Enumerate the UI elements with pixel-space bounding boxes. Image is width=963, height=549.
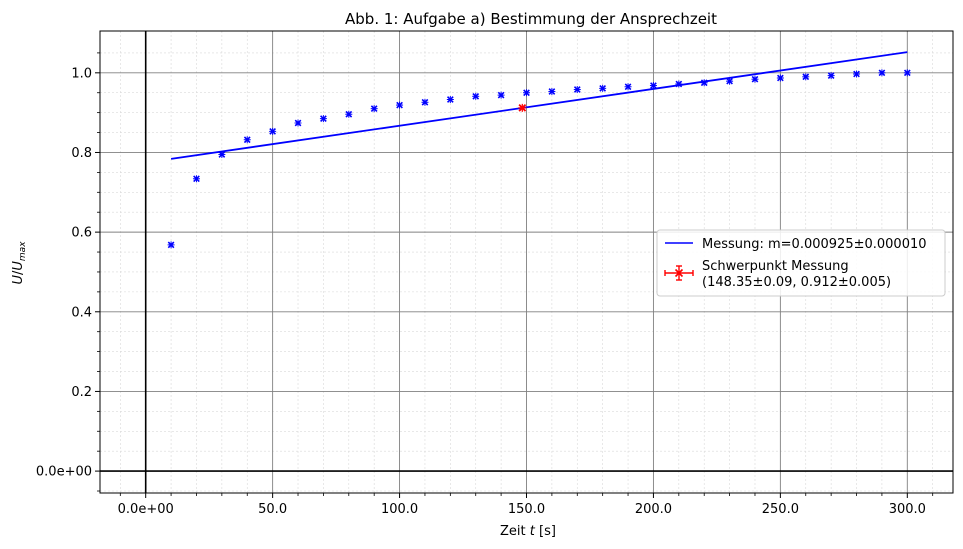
data-point (573, 86, 581, 94)
data-point-marker (345, 110, 353, 118)
data-point (396, 101, 404, 109)
data-point (370, 105, 378, 113)
data-point (269, 127, 277, 135)
data-point (421, 98, 429, 106)
data-point-marker (700, 79, 708, 87)
centroid-marker (518, 104, 527, 112)
legend-entry-fit: Messung: m=0.000925±0.000010 (702, 237, 927, 252)
fit-line-layer (170, 51, 908, 160)
data-point (903, 69, 911, 77)
data-point-marker (218, 151, 226, 158)
data-point-marker (269, 128, 276, 135)
data-point (853, 70, 861, 78)
x-tick-label: 100.0 (381, 502, 418, 517)
data-point-marker (777, 74, 784, 82)
x-tick-label: 0.0e+00 (118, 502, 174, 517)
y-tick-labels: 0.0e+00 0.2 0.4 0.6 0.8 1.0 (36, 66, 92, 479)
data-point (319, 115, 327, 123)
data-point (599, 84, 607, 92)
y-tick-label: 1.0 (71, 66, 92, 81)
data-point-marker (650, 82, 657, 89)
data-point (649, 82, 657, 90)
data-point (548, 88, 556, 96)
data-point-marker (320, 115, 327, 122)
data-point (167, 241, 175, 249)
ticks-layer (95, 52, 934, 498)
data-point (192, 175, 200, 183)
x-tick-label: 250.0 (762, 502, 799, 517)
data-point (624, 83, 632, 91)
data-point-marker (878, 69, 886, 77)
data-point-marker (726, 77, 733, 85)
data-point (878, 69, 886, 77)
y-tick-label: 0.0e+00 (36, 465, 92, 480)
data-point-marker (396, 101, 403, 109)
data-point-marker (446, 96, 454, 103)
data-point (675, 80, 683, 88)
y-tick-label: 0.4 (71, 305, 92, 320)
data-point-marker (472, 92, 480, 100)
legend-box (656, 229, 946, 297)
major-grid (100, 31, 953, 493)
data-point (802, 73, 810, 81)
x-tick-label: 300.0 (889, 502, 926, 517)
legend: Messung: m=0.000925±0.000010 Schwerpunkt… (656, 229, 946, 297)
data-point-marker (802, 73, 810, 81)
data-point-marker (523, 89, 530, 97)
data-point (218, 150, 226, 158)
data-point-marker (243, 136, 251, 144)
data-point (523, 89, 530, 97)
data-point-marker (370, 105, 378, 113)
data-point-marker (421, 98, 429, 106)
fit-line (170, 51, 908, 160)
data-point (243, 136, 251, 144)
data-point (776, 74, 784, 82)
x-tick-labels: 0.0e+00 50.0 100.0 150.0 200.0 250.0 300.0 (118, 502, 926, 517)
y-tick-label: 0.6 (71, 226, 92, 241)
data-point-marker (573, 86, 581, 93)
data-point-marker (827, 72, 835, 79)
data-point-marker (751, 75, 759, 83)
data-point (345, 110, 353, 118)
x-axis-label: Zeit t [s] (500, 524, 556, 539)
legend-entry-centroid-line1: Schwerpunkt Messung (702, 259, 849, 274)
data-point (827, 72, 835, 80)
data-point (497, 91, 505, 99)
data-point-marker (599, 84, 607, 92)
data-point-marker (497, 91, 505, 99)
y-tick-label: 0.2 (71, 385, 92, 400)
data-point-marker (294, 119, 302, 127)
minor-grid (100, 31, 953, 493)
data-point-marker (675, 80, 683, 88)
data-point (446, 96, 454, 104)
data-points-layer (167, 69, 911, 249)
data-point (700, 79, 708, 87)
legend-errorbar-swatch (664, 265, 694, 281)
data-point-marker (167, 241, 175, 249)
y-tick-label: 0.8 (71, 146, 92, 161)
data-point-marker (193, 175, 200, 183)
data-point-marker (624, 83, 632, 91)
centroid-layer (518, 103, 527, 112)
centroid-point (518, 103, 527, 112)
legend-entry-centroid-line2: (148.35±0.09, 0.912±0.005) (702, 275, 891, 290)
data-point (751, 75, 759, 83)
data-point (294, 119, 302, 127)
x-tick-label: 200.0 (635, 502, 672, 517)
x-tick-label: 150.0 (508, 502, 545, 517)
data-point (726, 77, 734, 85)
zero-lines (100, 31, 953, 493)
data-point-marker (548, 88, 556, 95)
data-point (472, 92, 480, 100)
chart-title: Abb. 1: Aufgabe a) Bestimmung der Anspre… (345, 10, 717, 28)
x-tick-label: 50.0 (258, 502, 287, 517)
data-point-marker (853, 70, 860, 78)
data-point-marker (903, 69, 911, 77)
